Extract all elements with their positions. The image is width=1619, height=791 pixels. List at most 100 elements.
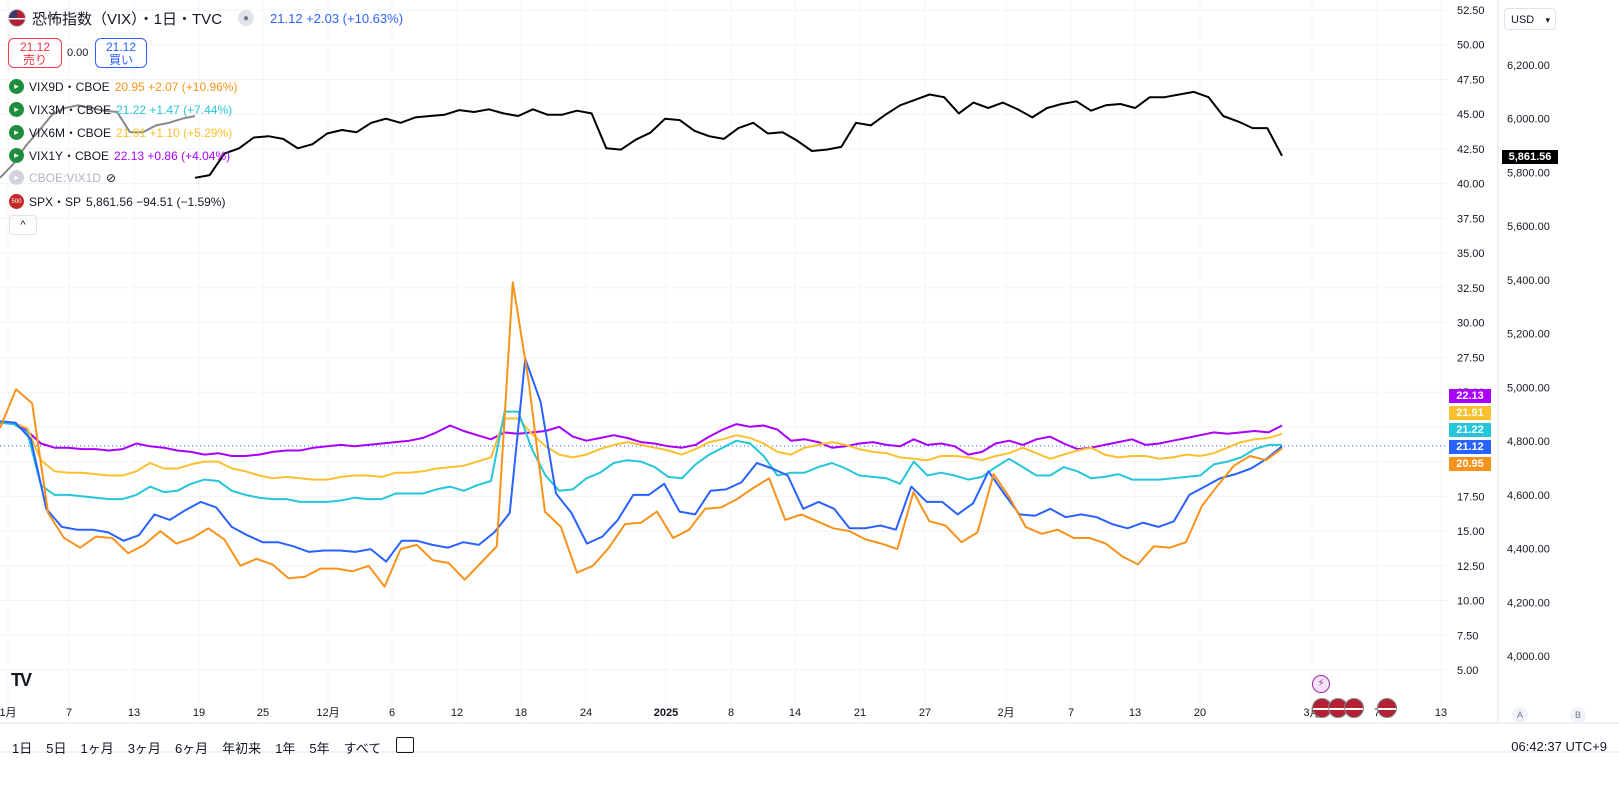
x-axis-label: 13 bbox=[1435, 707, 1447, 719]
series-line-vix[interactable] bbox=[0, 357, 1283, 563]
collapse-legend-button[interactable]: ^ bbox=[9, 215, 37, 235]
legend-symbol: CBOE:VIX1D bbox=[29, 170, 102, 185]
visible-icon[interactable]: ▸ bbox=[9, 79, 24, 94]
left-axis-tick: 50.00 bbox=[1457, 40, 1485, 52]
legend-row-vix9d[interactable]: ▸ VIX9D・CBOE 20.95 +2.07 (+10.96%) bbox=[9, 78, 237, 95]
bolt-event-icon[interactable]: ⚡ bbox=[1312, 675, 1330, 693]
period-1d[interactable]: 1日 bbox=[12, 741, 33, 756]
x-axis-label: 6 bbox=[389, 707, 395, 719]
us-event-icon[interactable] bbox=[1377, 698, 1397, 718]
legend-symbol: VIX1Y・CBOE bbox=[29, 149, 110, 163]
legend-row-vix1d[interactable]: ▸ CBOE:VIX1D ⊘ bbox=[9, 170, 116, 185]
right-axis-tick: 5,200.00 bbox=[1507, 329, 1550, 341]
period-1y[interactable]: 1年 bbox=[275, 741, 296, 756]
log-scale-button[interactable]: B bbox=[1570, 707, 1586, 723]
period-3m[interactable]: 3ヶ月 bbox=[127, 741, 161, 756]
auto-scale-button[interactable]: A bbox=[1512, 707, 1528, 723]
chart-header: 恐怖指数（VIX）・1日・TVC ● 21.12 +2.03 (+10.63%) bbox=[8, 6, 403, 30]
hidden-eye-icon[interactable]: ⊘ bbox=[106, 170, 117, 185]
legend-value: 21.91 +1.10 (+5.29%) bbox=[116, 125, 233, 140]
right-axis-tick: 4,000.00 bbox=[1507, 651, 1550, 663]
left-axis-tick: 37.50 bbox=[1457, 213, 1485, 225]
buy-button[interactable]: 21.12 買い bbox=[95, 38, 147, 68]
left-axis-tick: 7.50 bbox=[1457, 630, 1478, 642]
right-axis-tick: 5,000.00 bbox=[1507, 382, 1550, 394]
tradingview-logo[interactable]: TV bbox=[11, 670, 32, 690]
symbol-title[interactable]: 恐怖指数（VIX）・1日・TVC bbox=[32, 10, 223, 28]
period-1m[interactable]: 1ヶ月 bbox=[80, 741, 114, 756]
us-flag-icon bbox=[8, 9, 26, 27]
legend-symbol: VIX3M・CBOE bbox=[29, 103, 112, 117]
us-event-icon[interactable] bbox=[1344, 698, 1364, 718]
x-axis-label: 18 bbox=[515, 707, 527, 719]
right-axis-tick: 5,800.00 bbox=[1507, 167, 1550, 179]
x-axis-label: 7 bbox=[1068, 707, 1074, 719]
legend-row-vix3m[interactable]: ▸ VIX3M・CBOE 21.22 +1.47 (+7.44%) bbox=[9, 101, 232, 118]
x-axis-label: 13 bbox=[1129, 707, 1141, 719]
x-axis-label: 8 bbox=[728, 707, 734, 719]
buy-price: 21.12 bbox=[105, 40, 137, 54]
series-line-vix9d[interactable] bbox=[0, 281, 1283, 588]
legend-value: 20.95 +2.07 (+10.96%) bbox=[114, 79, 238, 94]
buy-label: 買い bbox=[108, 53, 133, 67]
price-badge-vix9d: 20.95 bbox=[1449, 457, 1491, 471]
sell-label: 売り bbox=[22, 53, 47, 67]
x-axis-label: 27 bbox=[919, 707, 931, 719]
series-line-vix3m[interactable] bbox=[0, 410, 1282, 503]
left-axis-tick: 40.00 bbox=[1457, 179, 1485, 191]
left-axis-tick: 17.50 bbox=[1457, 491, 1485, 503]
visible-icon[interactable]: ▸ bbox=[9, 148, 24, 163]
legend-symbol: VIX6M・CBOE bbox=[29, 126, 112, 140]
header-price: 21.12 +2.03 (+10.63%) bbox=[270, 10, 404, 26]
left-axis-tick: 45.00 bbox=[1457, 109, 1485, 121]
series-line-vix6m[interactable] bbox=[0, 417, 1283, 481]
currency-label: USD bbox=[1511, 14, 1535, 26]
x-axis-label: 12 bbox=[451, 707, 463, 719]
series-line-vix1y[interactable] bbox=[0, 421, 1283, 457]
x-axis-label: 14 bbox=[789, 707, 801, 719]
spx-gray-line[interactable] bbox=[0, 104, 196, 179]
right-axis-tick: 5,600.00 bbox=[1507, 221, 1550, 233]
sell-price: 21.12 bbox=[19, 40, 51, 54]
legend-symbol: SPX・SP bbox=[29, 195, 82, 209]
left-axis-tick: 15.00 bbox=[1457, 526, 1485, 538]
calendar-icon[interactable] bbox=[396, 737, 414, 753]
right-axis-tick: 4,800.00 bbox=[1507, 436, 1550, 448]
market-status-icon[interactable]: ● bbox=[238, 10, 255, 26]
x-axis-label: 13 bbox=[128, 707, 140, 719]
x-axis-label: 12月 bbox=[316, 707, 339, 719]
legend-row-spx[interactable]: 500 SPX・SP 5,861.56 −94.51 (−1.59%) bbox=[9, 193, 225, 210]
spx-500-icon: 500 bbox=[9, 194, 24, 209]
price-badge-vix: 21.12 bbox=[1449, 440, 1491, 454]
price-badge-spx: 5,861.56 bbox=[1502, 150, 1558, 164]
sell-button[interactable]: 21.12 売り bbox=[8, 38, 62, 68]
legend-value: 5,861.56 −94.51 (−1.59%) bbox=[86, 194, 226, 209]
clock[interactable]: 06:42:37 UTC+9 bbox=[1511, 739, 1607, 754]
price-badge-vix3m: 21.22 bbox=[1449, 423, 1491, 437]
period-all[interactable]: すべて bbox=[343, 741, 382, 756]
left-axis-tick: 12.50 bbox=[1457, 561, 1485, 573]
period-6m[interactable]: 6ヶ月 bbox=[174, 741, 209, 756]
spx-line[interactable] bbox=[194, 90, 1283, 179]
legend-row-vix1y[interactable]: ▸ VIX1Y・CBOE 22.13 +0.86 (+4.04%) bbox=[9, 147, 230, 164]
period-ytd[interactable]: 年初来 bbox=[222, 741, 262, 756]
x-axis-label: 24 bbox=[580, 707, 592, 719]
currency-select[interactable]: USD ▾ bbox=[1504, 8, 1556, 30]
x-axis-label: 1月 bbox=[0, 707, 17, 719]
right-axis-tick: 6,000.00 bbox=[1507, 114, 1550, 126]
chevron-down-icon: ▾ bbox=[1545, 15, 1550, 25]
visible-icon[interactable]: ▸ bbox=[9, 170, 24, 185]
left-axis-tick: 35.00 bbox=[1457, 248, 1485, 260]
period-5y[interactable]: 5年 bbox=[309, 741, 330, 756]
x-axis-label: 25 bbox=[257, 707, 269, 719]
left-axis-tick: 32.50 bbox=[1457, 283, 1485, 295]
left-axis-tick: 10.00 bbox=[1457, 596, 1485, 608]
visible-icon[interactable]: ▸ bbox=[9, 102, 24, 117]
legend-row-vix6m[interactable]: ▸ VIX6M・CBOE 21.91 +1.10 (+5.29%) bbox=[9, 124, 232, 141]
period-5d[interactable]: 5日 bbox=[46, 741, 67, 756]
legend-value: 21.22 +1.47 (+7.44%) bbox=[116, 102, 233, 117]
legend-symbol: VIX9D・CBOE bbox=[29, 80, 110, 94]
visible-icon[interactable]: ▸ bbox=[9, 125, 24, 140]
right-axis-tick: 5,400.00 bbox=[1507, 275, 1550, 287]
